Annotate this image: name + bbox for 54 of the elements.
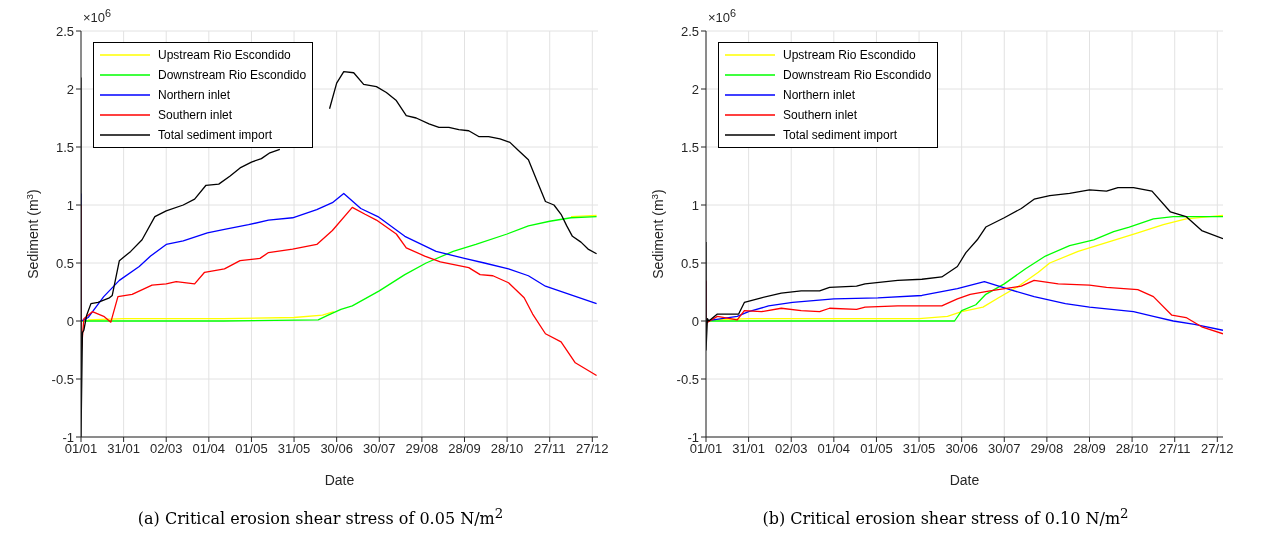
y-tick-label: -0.5 bbox=[51, 371, 74, 387]
x-tick-label: 31/01 bbox=[732, 441, 765, 457]
x-tick-label: 29/08 bbox=[405, 441, 439, 457]
x-tick-label: 27/12 bbox=[576, 441, 609, 457]
y-tick-label: 2.5 bbox=[55, 23, 74, 39]
y-tick-label: 0.5 bbox=[55, 255, 74, 271]
x-tick-label: 30/07 bbox=[988, 441, 1021, 457]
y-tick-label: 1.5 bbox=[55, 139, 74, 155]
legend-label: Southern inlet bbox=[783, 108, 858, 122]
x-tick-label: 28/10 bbox=[1115, 441, 1149, 457]
x-axis-title: Date bbox=[949, 472, 980, 488]
x-tick-label: 01/05 bbox=[860, 441, 893, 457]
y-tick-label: -0.5 bbox=[676, 371, 699, 387]
x-tick-label: 29/08 bbox=[1030, 441, 1064, 457]
y-tick-label: 0.5 bbox=[680, 255, 699, 271]
legend-label: Downstream Rio Escondido bbox=[783, 68, 932, 82]
y-tick-label: 1 bbox=[66, 197, 74, 213]
legend-label: Northern inlet bbox=[158, 88, 231, 102]
legend-label: Upstream Rio Escondido bbox=[158, 48, 291, 62]
text: ×10$^{6}$ bbox=[83, 7, 112, 26]
y-tick-label: 2 bbox=[66, 81, 74, 97]
text: ×10$^{6}$ bbox=[708, 7, 737, 26]
text: (a) Critical erosion shear stress of 0.05 N/m$^{2}$ bbox=[136, 506, 505, 529]
x-tick-label: 28/09 bbox=[1073, 441, 1106, 457]
x-tick-label: 27/11 bbox=[1158, 441, 1191, 457]
x-tick-label: 30/06 bbox=[320, 441, 353, 457]
y-tick-label: 2 bbox=[691, 81, 699, 97]
x-tick-label: 31/05 bbox=[277, 441, 311, 457]
legend-label: Upstream Rio Escondido bbox=[783, 48, 916, 62]
legend-label: Downstream Rio Escondido bbox=[158, 68, 307, 82]
x-tick-label: 01/04 bbox=[192, 441, 226, 457]
y-tick-label: 0 bbox=[66, 313, 74, 329]
x-tick-label: 31/01 bbox=[107, 441, 140, 457]
x-tick-label: 01/05 bbox=[235, 441, 268, 457]
text: (b) Critical erosion shear stress of 0.10 N/m$^{2}$ bbox=[761, 506, 1130, 529]
x-tick-label: 27/12 bbox=[1201, 441, 1234, 457]
y-tick-label: 1 bbox=[691, 197, 699, 213]
x-tick-label: 30/07 bbox=[363, 441, 396, 457]
y-tick-label: 2.5 bbox=[680, 23, 699, 39]
x-tick-label: 01/04 bbox=[817, 441, 851, 457]
x-tick-label: 27/11 bbox=[533, 441, 566, 457]
x-tick-label: 02/03 bbox=[149, 441, 183, 457]
y-tick-label: 1.5 bbox=[680, 139, 699, 155]
y-tick-label: 0 bbox=[691, 313, 699, 329]
x-tick-label: 28/10 bbox=[490, 441, 524, 457]
x-axis-title: Date bbox=[324, 472, 355, 488]
x-tick-label: 31/05 bbox=[902, 441, 936, 457]
x-tick-label: 02/03 bbox=[774, 441, 808, 457]
legend-label: Total sediment import bbox=[158, 128, 273, 142]
legend-label: Southern inlet bbox=[158, 108, 233, 122]
legend-label: Northern inlet bbox=[783, 88, 856, 102]
x-tick-label: 30/06 bbox=[945, 441, 978, 457]
legend-label: Total sediment import bbox=[783, 128, 898, 142]
x-tick-label: 28/09 bbox=[448, 441, 481, 457]
